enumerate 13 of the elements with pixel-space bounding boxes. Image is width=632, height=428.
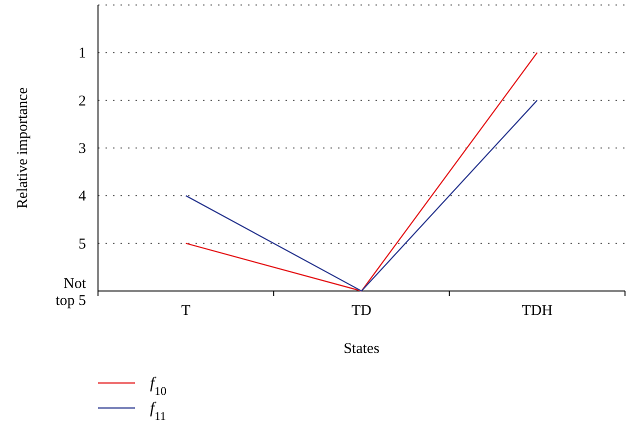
y-tick-label: 3: [78, 141, 86, 157]
x-tick-label: TD: [352, 303, 372, 319]
y-tick-label: 4: [78, 188, 86, 205]
y-tick-label: Not top 5: [56, 276, 87, 309]
y-axis-title: Relative importance: [15, 87, 31, 209]
x-axis-title: States: [344, 341, 380, 357]
y-tick-label: 1: [78, 46, 86, 62]
legend-label: f$_{10}$: [150, 375, 166, 398]
x-tick-label: T: [181, 303, 190, 319]
x-tick-label: TDH: [522, 303, 553, 319]
legend-label: f$_{11}$: [150, 400, 166, 423]
y-tick-label: 5: [78, 236, 86, 252]
y-tick-label: 2: [78, 93, 86, 110]
